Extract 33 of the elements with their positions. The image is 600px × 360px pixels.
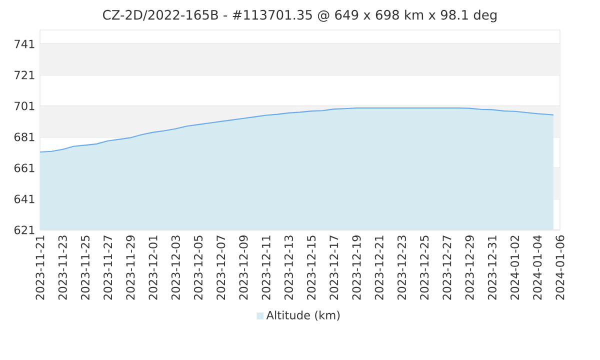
y-tick-label: 661 xyxy=(14,164,34,172)
y-tick-label: 641 xyxy=(14,194,34,204)
y-tick-label: 621 xyxy=(14,226,34,234)
x-tick-label: 2023-12-27 xyxy=(442,236,452,300)
x-tick-label: 2023-12-09 xyxy=(239,236,248,300)
x-tick-label: 2023-12-13 xyxy=(284,236,293,300)
y-tick-label: 741 xyxy=(14,40,34,48)
x-tick-label: 2023-12-17 xyxy=(330,236,338,300)
x-tick-label: 2023-11-25 xyxy=(80,236,90,300)
x-tick-label: 2023-12-31 xyxy=(488,236,496,300)
x-tick-label: 2024-01-04 xyxy=(533,235,542,300)
y-tick-label: 681 xyxy=(14,132,34,142)
x-tick-label: 2024-01-06 xyxy=(556,235,564,300)
x-tick-label: 2023-12-05 xyxy=(194,236,203,300)
y-tick-label: 721 xyxy=(14,70,34,80)
x-tick-label: 2024-01-02 xyxy=(510,236,520,300)
chart-title: CZ-2D/2022-165B - #113701.35 @ 649 x 698 km x 98.1 deg xyxy=(103,10,496,22)
x-tick-label: 2023-12-21 xyxy=(374,236,384,300)
x-tick-label: 2023-12-29 xyxy=(465,236,474,300)
x-tick-label: 2023-12-03 xyxy=(171,236,180,300)
x-tick-label: 2023-11-29 xyxy=(126,236,135,300)
x-tick-label: 2023-12-11 xyxy=(262,236,270,300)
x-tick-label: 2023-12-15 xyxy=(307,236,316,300)
x-tick-label: 2023-11-27 xyxy=(104,236,112,300)
x-tick-label: 2023-12-19 xyxy=(352,236,361,300)
x-tick-label: 2023-12-23 xyxy=(397,236,406,300)
x-tick-label: 2023-12-07 xyxy=(216,236,226,300)
legend-label: Altitude (km) xyxy=(266,310,340,321)
x-tick-label: 2023-12-01 xyxy=(148,236,158,300)
x-tick-label: 2023-12-25 xyxy=(420,236,429,300)
x-tick-label: 2023-11-21 xyxy=(36,236,44,300)
y-tick-label: 701 xyxy=(14,102,34,110)
x-tick-label: 2023-11-23 xyxy=(58,236,67,300)
